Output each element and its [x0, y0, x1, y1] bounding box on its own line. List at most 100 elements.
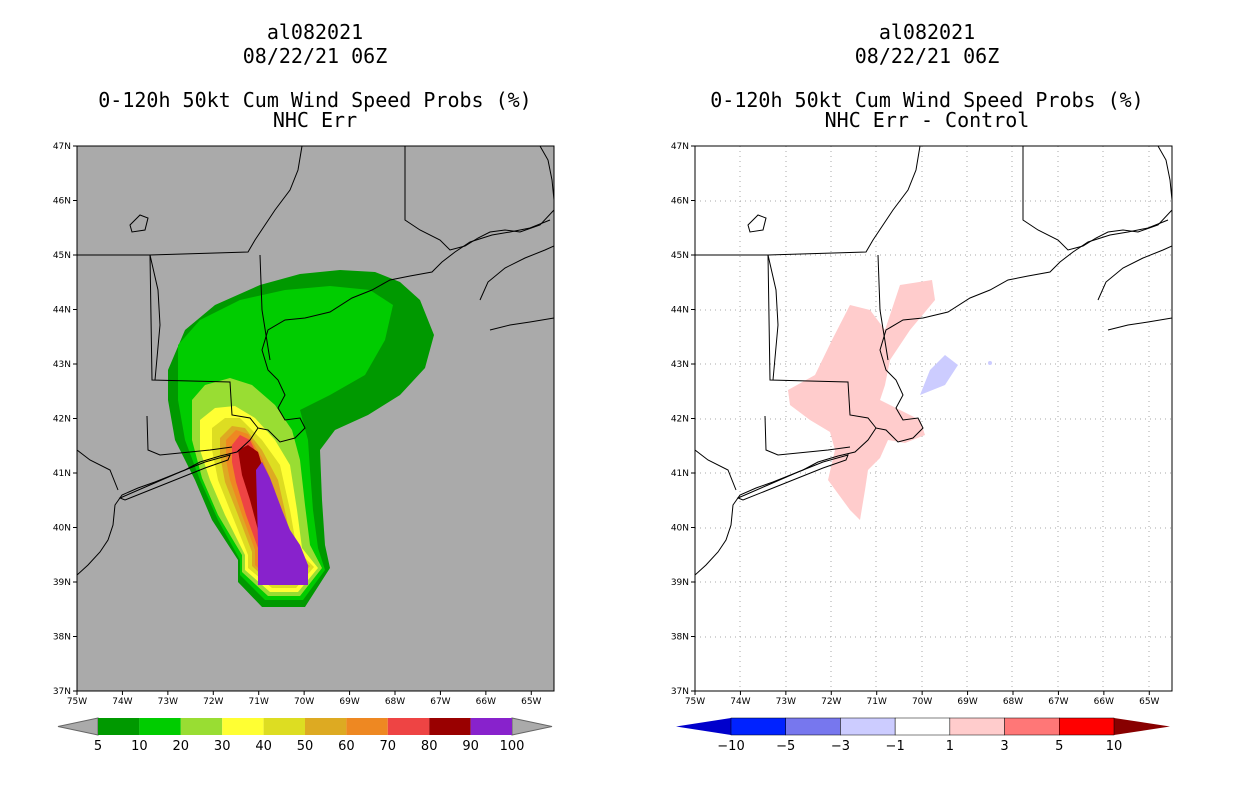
lat-tick-label: 45N [671, 251, 689, 261]
left-map [76, 145, 555, 692]
lon-tick-label: 66W [1094, 697, 1114, 707]
left-subtitle: NHC Err [272, 108, 358, 132]
colorbar-left-label: 90 [462, 739, 479, 754]
lon-tick-label: 75W [685, 697, 705, 707]
right-map-background [695, 146, 1172, 691]
colorbar-left-swatch [98, 718, 140, 735]
colorbar-right-swatch [1004, 717, 1060, 736]
left-title-block: al082021 08/22/21 06Z 0-120h 50kt Cum Wi… [15, 20, 615, 132]
lon-tick-label: 75W [67, 697, 87, 707]
lat-tick-label: 45N [53, 251, 71, 261]
lon-tick-label: 65W [1139, 697, 1159, 707]
lat-tick-label: 47N [671, 142, 689, 152]
colorbar-left-label: 30 [214, 739, 231, 754]
colorbar-right-swatch [840, 717, 896, 736]
colorbar-right-label: 10 [1106, 739, 1123, 754]
lat-tick-label: 42N [671, 415, 689, 425]
colorbar-left-swatch [139, 718, 181, 735]
lon-tick-label: 72W [203, 697, 223, 707]
lat-tick-label: 44N [671, 306, 689, 316]
lon-tick-label: 74W [112, 697, 132, 707]
colorbar-left-swatch [429, 718, 471, 735]
lon-tick-label: 73W [158, 697, 178, 707]
lat-tick-label: 39N [671, 578, 689, 588]
left-lat-tick-labels: 47N 46N 45N 44N 43N 42N 41N 40N 39N 38N 37N [53, 142, 77, 697]
prob-90-contour [256, 462, 308, 585]
colorbar-right-swatch [949, 717, 1005, 736]
right-coastlines [695, 146, 1172, 576]
lat-tick-label: 46N [53, 197, 71, 207]
colorbar-left-label: 10 [131, 739, 148, 754]
left-storm-id: al082021 [266, 20, 364, 44]
lon-tick-label: 66W [476, 697, 496, 707]
colorbar-right-label: −10 [717, 739, 744, 754]
lat-tick-label: 43N [53, 360, 71, 370]
colorbar-left-swatch [222, 718, 264, 735]
lon-tick-label: 70W [912, 697, 932, 707]
lat-tick-label: 43N [671, 360, 689, 370]
colorbar-right-label: 5 [1055, 739, 1063, 754]
lat-tick-label: 41N [53, 469, 71, 479]
right-storm-id: al082021 [878, 20, 976, 44]
colorbar-right-label: −1 [886, 739, 905, 754]
lat-tick-label: 44N [53, 306, 71, 316]
lat-tick-label: 39N [53, 578, 71, 588]
diff-negative-region [920, 355, 958, 395]
lat-tick-label: 40N [53, 524, 71, 534]
lon-tick-label: 68W [385, 697, 405, 707]
colorbar-left-label: 60 [338, 739, 355, 754]
lon-tick-label: 69W [339, 697, 359, 707]
lat-tick-label: 47N [53, 142, 71, 152]
right-title-block: al082021 08/22/21 06Z 0-120h 50kt Cum Wi… [627, 20, 1227, 132]
lon-tick-label: 71W [867, 697, 887, 707]
lon-tick-label: 70W [294, 697, 314, 707]
lat-tick-label: 38N [53, 633, 71, 643]
lon-tick-label: 67W [430, 697, 450, 707]
colorbar-left-swatch [470, 718, 512, 735]
right-datetime: 08/22/21 06Z [854, 44, 1000, 68]
right-subtitle: NHC Err - Control [824, 108, 1030, 132]
colorbar-right-under-triangle [676, 718, 731, 735]
colorbar-left-label: 50 [297, 739, 314, 754]
right-lat-tick-labels: 47N 46N 45N 44N 43N 42N 41N 40N 39N 38N 37N [671, 142, 695, 697]
lon-tick-label: 65W [521, 697, 541, 707]
right-colorbar: −10 −5 −3 −1 1 3 5 10 [676, 717, 1170, 754]
colorbar-left-under-triangle [57, 717, 99, 736]
left-coastlines [77, 146, 554, 576]
colorbar-left-label: 80 [421, 739, 438, 754]
colorbar-left-swatch [263, 718, 305, 735]
colorbar-right-swatch [730, 717, 786, 736]
colorbar-right-label: 1 [946, 739, 954, 754]
left-colorbar: 5 10 20 30 40 50 60 70 80 90 100 [57, 717, 553, 754]
lon-tick-label: 69W [957, 697, 977, 707]
colorbar-left-over-triangle [511, 717, 553, 736]
lon-tick-label: 73W [776, 697, 796, 707]
lon-tick-label: 68W [1003, 697, 1023, 707]
left-datetime: 08/22/21 06Z [242, 44, 388, 68]
lat-tick-label: 38N [671, 633, 689, 643]
colorbar-left-label: 5 [94, 739, 102, 754]
colorbar-left-label: 40 [255, 739, 272, 754]
lat-tick-label: 37N [671, 687, 689, 697]
lon-tick-label: 67W [1048, 697, 1068, 707]
colorbar-left-label: 20 [173, 739, 190, 754]
lat-tick-label: 37N [53, 687, 71, 697]
colorbar-right-over-triangle [1114, 718, 1170, 735]
right-product-title: 0-120h 50kt Cum Wind Speed Probs (%) [710, 88, 1144, 112]
colorbar-right-swatch [1059, 717, 1115, 736]
colorbar-right-label: 3 [1000, 739, 1008, 754]
colorbar-left-swatch [305, 718, 347, 735]
colorbar-right-swatch [785, 717, 841, 736]
left-lon-tick-labels: 75W 74W 73W 72W 71W 70W 69W 68W 67W 66W 65W [67, 691, 542, 707]
colorbar-left-label: 100 [500, 739, 525, 754]
right-difference-fill [788, 280, 992, 520]
lat-tick-label: 46N [671, 197, 689, 207]
right-lon-tick-labels: 75W 74W 73W 72W 71W 70W 69W 68W 67W 66W 65W [685, 691, 1160, 707]
diff-negative-speck [988, 361, 992, 365]
colorbar-left-swatch [180, 718, 223, 735]
colorbar-right-swatch [894, 717, 951, 736]
colorbar-left-swatch [387, 718, 430, 735]
lon-tick-label: 71W [249, 697, 269, 707]
lat-tick-label: 41N [671, 469, 689, 479]
